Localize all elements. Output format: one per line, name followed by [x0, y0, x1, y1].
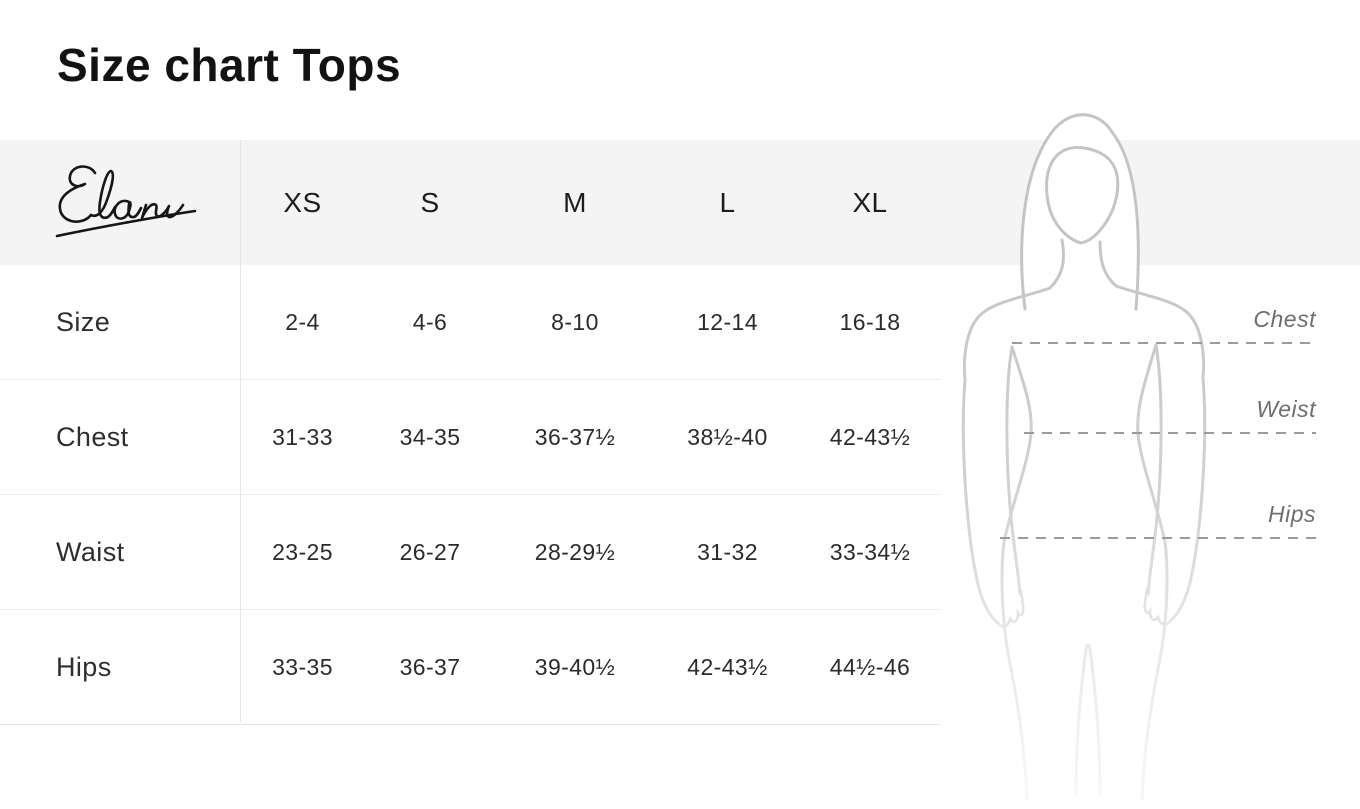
shoulders-arms-outline	[961, 284, 1207, 625]
size-chart-table: XS S M L XL Size 2-4 4-6 8-10 12-14 16-1…	[0, 140, 940, 725]
brand-logo-elan	[55, 165, 197, 238]
logo-letter-a	[113, 199, 143, 220]
waist-xs: 23-25	[240, 495, 365, 610]
size-s: 4-6	[365, 265, 495, 380]
neck-lines	[1048, 238, 1118, 290]
column-header-xl: XL	[852, 186, 888, 218]
logo-letter-l	[89, 169, 117, 220]
body-silhouette-illustration	[930, 104, 1340, 804]
hair-outline	[1020, 113, 1140, 311]
chest-m: 36-37½	[495, 380, 655, 495]
row-label-chest: Chest	[0, 380, 240, 495]
page-title: Size chart Tops	[57, 39, 402, 91]
column-header-m: M	[563, 186, 587, 218]
column-header-xs: XS	[283, 186, 322, 218]
column-header-l: L	[719, 186, 736, 218]
hands-outline	[996, 587, 1172, 628]
waist-measurement-line	[1024, 432, 1316, 434]
hips-xl: 44½-46	[800, 610, 940, 725]
hips-measurement-label: Hips	[1267, 501, 1316, 527]
row-label-waist: Waist	[0, 495, 240, 610]
hips-xs: 33-35	[240, 610, 365, 725]
brand-logo-cell	[0, 140, 240, 265]
chest-l: 38½-40	[655, 380, 800, 495]
female-body-outline-svg	[961, 113, 1207, 802]
waist-m: 28-29½	[495, 495, 655, 610]
chest-measurement-line	[1012, 342, 1316, 344]
legs-outline	[1000, 540, 1169, 802]
waist-xl: 33-34½	[800, 495, 940, 610]
row-label-hips: Hips	[0, 610, 240, 725]
hips-l: 42-43½	[655, 610, 800, 725]
waist-measurement-label: Weist	[1256, 396, 1316, 422]
size-xl: 16-18	[800, 265, 940, 380]
chest-measurement-label: Chest	[1253, 306, 1316, 332]
size-l: 12-14	[655, 265, 800, 380]
column-header-s: S	[420, 186, 440, 218]
hips-s: 36-37	[365, 610, 495, 725]
torso-outline	[1002, 343, 1167, 544]
chest-xs: 31-33	[240, 380, 365, 495]
size-xs: 2-4	[240, 265, 365, 380]
size-m: 8-10	[495, 265, 655, 380]
waist-l: 31-32	[655, 495, 800, 610]
hips-measurement-line	[1000, 537, 1316, 539]
logo-letter-E	[58, 165, 97, 223]
chest-xl: 42-43½	[800, 380, 940, 495]
chest-s: 34-35	[365, 380, 495, 495]
face-outline	[1045, 146, 1120, 245]
row-label-size: Size	[0, 265, 240, 380]
table-vertical-divider	[240, 140, 241, 722]
inner-arm-lines	[1005, 343, 1163, 596]
waist-s: 26-27	[365, 495, 495, 610]
hips-m: 39-40½	[495, 610, 655, 725]
logo-underline	[55, 209, 197, 238]
